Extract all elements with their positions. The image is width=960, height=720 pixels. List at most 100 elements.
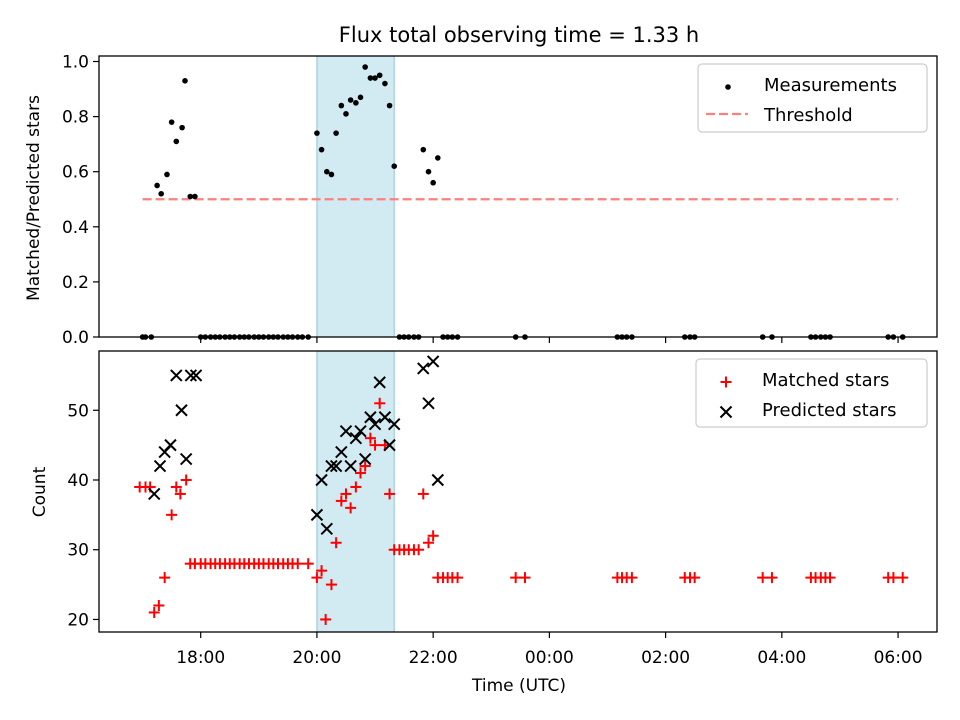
predicted-star-x-b [431,473,445,487]
x-tick-label: 00:00 [525,648,574,668]
top-y-tick-label: 0.6 [62,163,89,183]
measurement-point [372,75,378,81]
predicted-star-x-b [426,355,440,368]
predicted-star-x-b [373,376,386,389]
predicted-star-point [329,459,343,473]
matched-star-point [340,488,352,500]
matched-star-point [364,432,376,444]
predicted-star-x-b [184,369,198,382]
bottom-y-tick-label: 40 [67,471,89,491]
measurement-point [324,168,330,175]
matched-star-point [452,572,464,584]
measurement-point [173,138,180,145]
measurement-point [420,146,427,153]
bottom-y-tick-label: 30 [67,541,89,561]
top-y-tick-label: 1.0 [62,53,89,73]
matched-star-point [320,613,332,625]
predicted-star-point [417,362,430,375]
predicted-star-point [422,397,435,410]
top-shaded-region [316,55,395,338]
predicted-star-x-b [422,397,435,410]
matched-star-point [519,572,531,584]
predicted-star-point [164,438,177,452]
bottom-y-tick-label: 50 [67,401,89,421]
predicted-star-point [170,369,183,382]
matched-star-point [302,558,314,570]
matched-star-point [897,572,909,584]
measurement-point [343,111,349,117]
predicted-star-point [426,355,440,368]
measurement-point [338,102,345,109]
legend-label: Matched stars [762,370,889,391]
predicted-star-point [325,459,338,473]
measurement-point [367,75,374,81]
measurement-point [391,163,398,169]
predicted-star-point [320,522,334,536]
predicted-star-x-b [354,424,367,438]
predicted-star-x-b [153,459,167,473]
predicted-star-point [358,452,372,466]
legend-label: Predicted stars [762,400,896,421]
measurement-point [328,171,335,178]
bottom-y-tick-label: 20 [67,610,89,630]
measurement-point [158,190,164,197]
predicted-star-point [315,473,328,487]
measurement-point [168,119,175,125]
chart-title: Flux total observing time = 1.33 h [339,23,699,47]
matched-star-point [316,565,328,577]
measurement-point [182,77,188,84]
predicted-star-point [373,376,386,389]
legend-label: Measurements [764,75,897,96]
predicted-star-x-b [164,438,177,452]
measurement-point [154,182,160,189]
predicted-star-x-b [364,411,377,424]
matched-star-point [626,572,638,584]
matched-star-point [887,572,899,584]
predicted-star-x-b [344,459,357,473]
predicted-star-x-b [339,424,353,438]
matched-star-point [413,544,425,556]
matched-star-point [166,509,178,521]
matched-star-point [148,606,160,618]
predicted-star-point [388,418,401,431]
predicted-star-x-b [378,411,392,424]
predicted-star-point [378,411,392,424]
predicted-star-x-b [315,473,328,487]
bottom-legend: Matched stars Predicted stars [695,358,928,428]
matched-star-point [423,537,435,549]
predicted-star-point [184,369,198,382]
matched-star-point [766,572,778,584]
measurement-point [347,97,354,103]
measurement-point [376,72,383,79]
measurement-point [435,155,441,161]
top-legend: Measurements Threshold [697,63,928,133]
predicted-star-point [354,424,367,438]
x-axis-label: Time (UTC) [471,676,566,696]
x-tick-label: 20:00 [292,648,341,668]
measurement-point [386,102,393,109]
measurement-point [357,94,364,101]
predicted-star-point [148,487,161,501]
measurement-point [164,171,170,178]
predicted-star-point [349,431,363,445]
matched-star-point [824,572,836,584]
matched-star-point [757,572,769,584]
measurement-point [179,124,185,131]
y-axis-label-top: Matched/Predicted stars [24,95,44,301]
measurement-point [187,193,194,200]
predicted-star-x-b [383,438,396,452]
predicted-star-point [175,404,188,417]
predicted-star-point [153,459,167,473]
matched-star-point [311,572,323,584]
top-y-tick-label: 0.4 [62,218,89,238]
measurement-point [333,130,339,136]
top-y-tick-label: 0.2 [62,273,89,293]
predicted-star-x-b [417,362,430,375]
legend-marker-measurements [725,84,731,90]
matched-star-point [355,467,367,479]
measurement-point [353,100,359,106]
predicted-star-x-b [310,508,324,522]
predicted-star-x-b [358,452,372,466]
matched-star-point [335,495,347,507]
